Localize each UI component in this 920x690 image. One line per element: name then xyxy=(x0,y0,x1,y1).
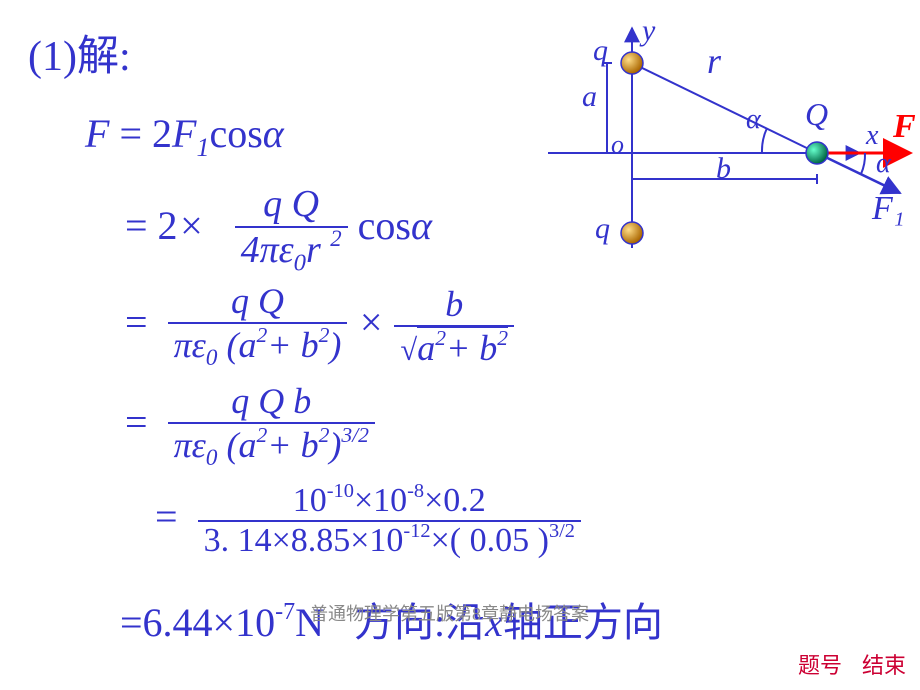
F1-label: F₁ xyxy=(872,190,905,228)
alpha-bot-label: α xyxy=(876,148,891,180)
link-end[interactable]: 结束 xyxy=(862,648,906,680)
alpha-top-label: α xyxy=(746,104,761,136)
y-axis-label: y xyxy=(642,14,655,48)
eq-line5: = 10-10×10-8×0.2 3. 14×8.85×10-12×( 0.05… xyxy=(155,482,581,560)
F-label: F xyxy=(893,108,916,146)
b-label: b xyxy=(716,152,731,186)
title-label: (1)解: xyxy=(28,22,131,83)
big-Q-label: Q xyxy=(805,96,828,133)
eq-line4: = q Q b πε0 (a2+ b2)3/2 xyxy=(125,380,375,472)
r-label: r xyxy=(707,40,721,82)
link-index[interactable]: 题号 xyxy=(798,648,842,680)
origin-label: o xyxy=(611,130,624,160)
q-bot-label: q xyxy=(595,212,610,246)
a-label: a xyxy=(582,80,597,114)
footer-watermark: 普通物理学第五版第8章静电场答案 xyxy=(310,600,589,626)
eq-line1: F = 2F1cosα xyxy=(85,110,284,163)
eq-line2: = 2× q Q 4πε0r 2 cosα xyxy=(125,182,432,278)
eq-line3: = q Q πε0 (a2+ b2) × b √a2+ b2 xyxy=(125,280,514,372)
q-top-label: q xyxy=(593,34,608,68)
